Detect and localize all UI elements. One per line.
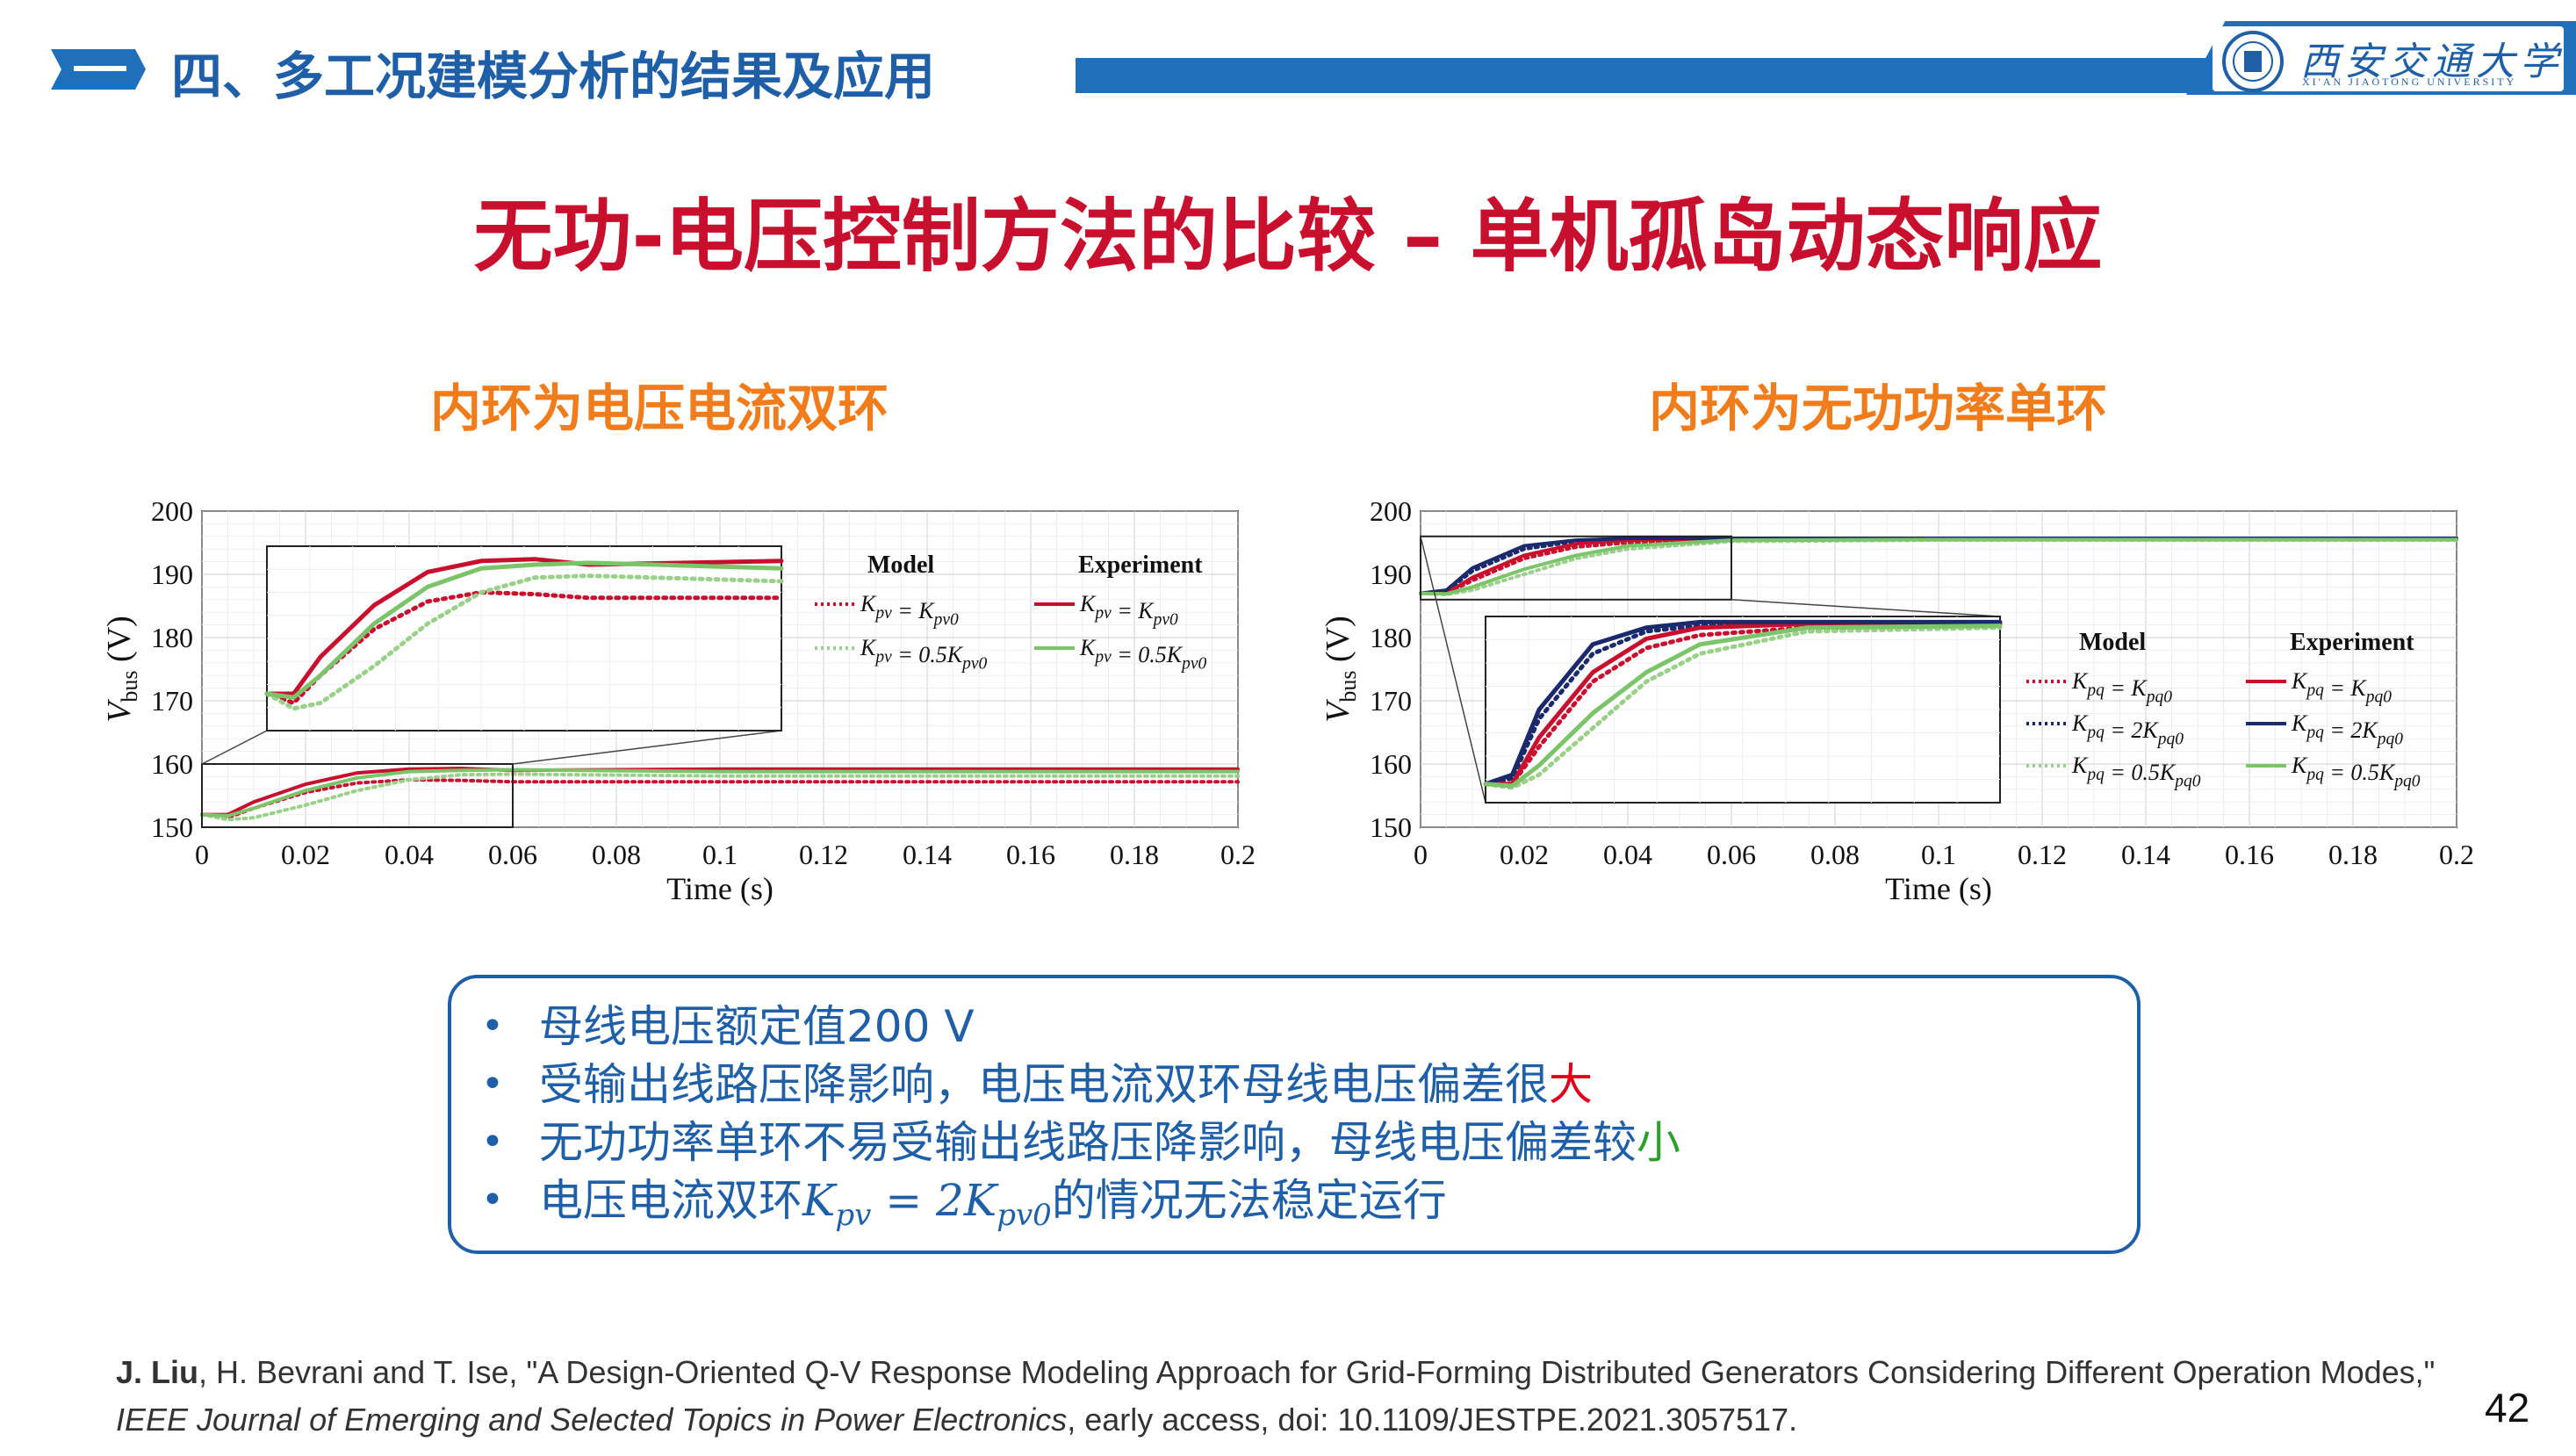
legend-header-experiment: Experiment: [1078, 551, 1203, 579]
x-tick-label: 0.02: [281, 839, 330, 870]
x-tick-label: 0.12: [2018, 839, 2067, 870]
x-tick-label: 0.1: [1921, 839, 1956, 870]
x-tick-label: 0.2: [2439, 839, 2474, 870]
x-tick-label: 0.14: [2121, 839, 2170, 870]
x-tick-label: 0: [195, 839, 209, 870]
y-axis-label: Vbus (V): [1320, 616, 1361, 723]
y-tick-label: 170: [1370, 685, 1412, 717]
right-chart-subtitle: 内环为无功功率单环: [1649, 378, 2108, 438]
x-tick-label: 0.12: [799, 839, 848, 870]
series-line-3: [200, 768, 1240, 818]
x-tick-label: 0.16: [2225, 839, 2274, 870]
legend-label-model-2: Kpq = 0.5Kpq0: [2071, 753, 2201, 791]
inset-series-5: [1483, 623, 2003, 789]
bullet-dual-loop: 受输出线路压降影响，电压电流双环母线电压偏差很大: [481, 1056, 2137, 1114]
x-axis-label: Time (s): [1885, 871, 1992, 906]
zoom-link: [512, 730, 782, 765]
summary-box: 母线电压额定值200 V 受输出线路压降影响，电压电流双环母线电压偏差很大 无功…: [448, 975, 2141, 1254]
y-tick-label: 150: [1370, 811, 1412, 843]
legend-label-model-0: Kpq = Kpq0: [2071, 668, 2172, 707]
x-tick-label: 0.04: [385, 839, 434, 870]
series-line-0: [200, 777, 1240, 820]
y-tick-label: 170: [151, 685, 193, 717]
series-line-1: [200, 772, 1240, 822]
legend-label-exp-0: Kpq = Kpq0: [2291, 668, 2392, 707]
bullet-single-loop: 无功功率单环不易受输出线路压降影响，母线电压偏差较小: [481, 1114, 2137, 1171]
legend-header-model: Model: [867, 551, 934, 579]
x-tick-label: 0.04: [1603, 839, 1652, 870]
university-subname: XI'AN JIAOTONG UNIVERSITY: [2302, 76, 2517, 88]
zoom-box: [1420, 535, 1732, 601]
zoom-box: [201, 763, 514, 828]
legend-header-experiment: Experiment: [2290, 629, 2414, 656]
y-tick-label: 200: [1370, 501, 1412, 527]
x-tick-label: 0.02: [1500, 839, 1549, 870]
x-axis-label: Time (s): [666, 871, 774, 906]
zoom-link: [1731, 599, 2001, 617]
chart-right-reactive-power: 0 0.02 0.04 0.06 0.08 0.1 0.12 0.14 0.16 0.18 0.2 1…: [1320, 501, 2474, 906]
inset-series-0: [264, 589, 784, 706]
y-tick-label: 160: [1370, 748, 1412, 780]
y-axis-label: Vbus (V): [101, 616, 142, 723]
x-tick-label: 0.14: [903, 839, 952, 870]
slide-title: 无功-电压控制方法的比较 – 单机孤岛动态响应: [473, 191, 2103, 283]
legend-label-model-1: Kpq = 2Kpq0: [2071, 710, 2184, 749]
y-tick-label: 200: [151, 501, 193, 527]
y-tick-label: 180: [1370, 622, 1412, 653]
legend-label-exp-1: Kpq = 2Kpq0: [2291, 710, 2403, 749]
section-arrow-icon: [51, 49, 146, 90]
inset-series-4: [1483, 619, 2003, 787]
x-tick-label: 0.06: [1707, 839, 1756, 870]
y-tick-label: 150: [151, 811, 193, 843]
x-tick-label: 0.08: [1810, 839, 1860, 870]
legend-header-model: Model: [2079, 629, 2146, 656]
x-tick-label: 0.08: [592, 839, 641, 870]
bullet-math: Kpv = 2Kpv0: [802, 1175, 1052, 1233]
x-tick-label: 0.06: [488, 839, 537, 870]
x-tick-label: 0.18: [2328, 839, 2378, 870]
reference: J. Liu, H. Bevrani and T. Ise, "A Design…: [116, 1354, 2436, 1438]
legend-label-model-1: Kpv = 0.5Kpv0: [860, 635, 988, 674]
bullet-rated-voltage: 母线电压额定值200 V: [481, 998, 2137, 1056]
university-name: 西安交通大学: [2300, 40, 2564, 84]
left-chart-subtitle: 内环为电压电流双环: [430, 378, 889, 438]
bullet-unstable: 电压电流双环Kpv = 2Kpv0的情况无法稳定运行: [481, 1171, 2137, 1244]
legend-label-exp-1: Kpv = 0.5Kpv0: [1079, 635, 1207, 674]
legend-label-exp-2: Kpq = 0.5Kpq0: [2291, 753, 2421, 791]
series-line-5: [1419, 537, 2458, 596]
x-tick-label: 0.2: [1220, 839, 1256, 870]
zoom-link: [201, 730, 268, 765]
inset-series-3: [264, 560, 784, 700]
legend-label-model-0: Kpv = Kpv0: [860, 591, 959, 630]
inset-series-3: [1483, 622, 2003, 787]
university-seal-icon: [2222, 31, 2284, 92]
y-tick-label: 190: [151, 559, 193, 590]
legend-label-exp-0: Kpv = Kpv0: [1079, 591, 1178, 630]
y-tick-label: 160: [151, 748, 193, 780]
x-tick-label: 0.16: [1006, 839, 1055, 870]
y-tick-label: 180: [151, 622, 193, 653]
page-number: 42: [2485, 1385, 2530, 1431]
x-tick-label: 0.18: [1110, 839, 1159, 870]
x-tick-label: 0: [1414, 839, 1428, 870]
inset-series-1: [264, 573, 784, 711]
inset-series-2: [1483, 625, 2003, 790]
y-tick-label: 190: [1370, 559, 1412, 590]
chart-left-voltage-current: 0 0.02 0.04 0.06 0.08 0.1 0.12 0.14 0.16 0.18 0.2 1…: [101, 501, 1256, 906]
zoom-link: [1420, 536, 1486, 804]
section-title: 四、多工况建模分析的结果及应用: [171, 47, 936, 106]
x-tick-label: 0.1: [702, 839, 738, 870]
